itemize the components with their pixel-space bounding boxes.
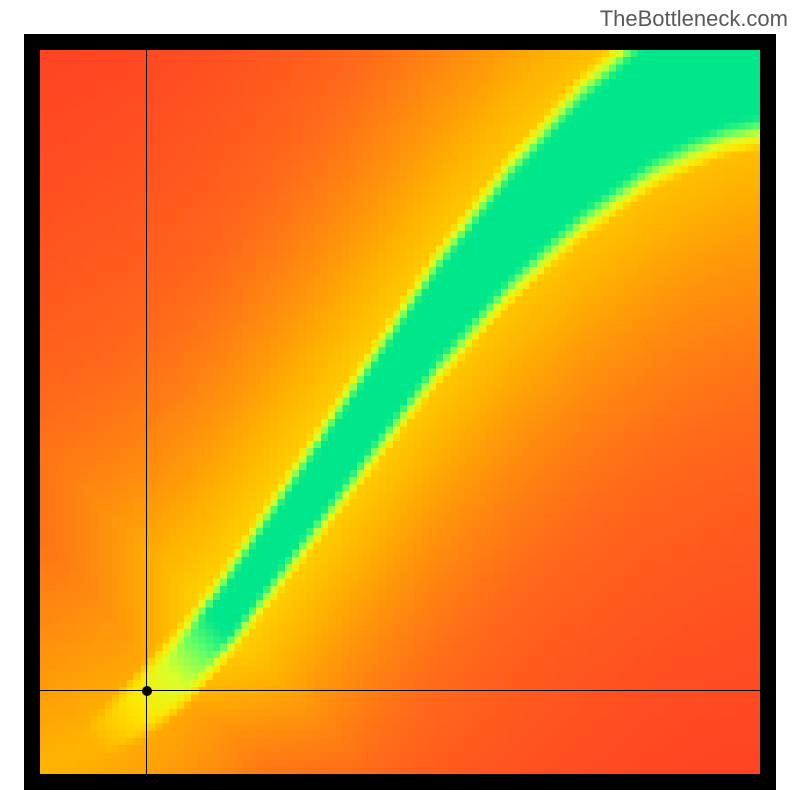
plot-frame xyxy=(24,34,776,790)
crosshair-vertical xyxy=(146,50,147,774)
watermark-text: TheBottleneck.com xyxy=(600,6,788,32)
bottleneck-heatmap xyxy=(40,50,760,774)
selection-point xyxy=(142,686,152,696)
chart-container: TheBottleneck.com xyxy=(0,0,800,800)
